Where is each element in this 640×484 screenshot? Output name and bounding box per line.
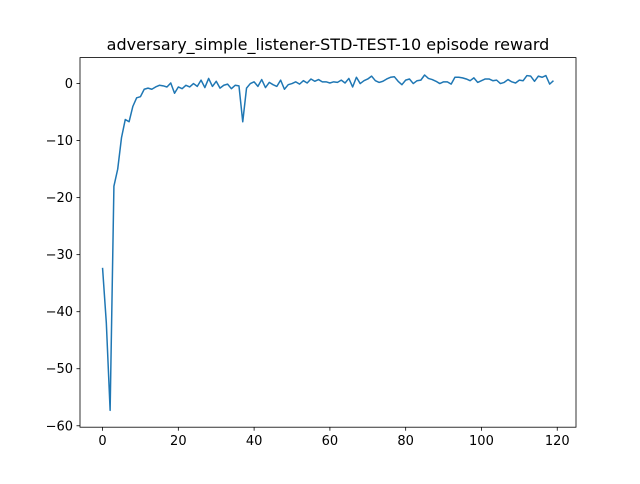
- x-tick-label: 0: [98, 434, 106, 449]
- plot-frame: [79, 57, 577, 428]
- y-tick-label: −50: [46, 362, 73, 377]
- y-tick-label: −10: [46, 134, 73, 149]
- chart-title: adversary_simple_listener-STD-TEST-10 ep…: [107, 35, 550, 55]
- x-tick-label: 100: [469, 434, 494, 449]
- data-line: [101, 74, 554, 412]
- x-tick-label: 60: [322, 434, 339, 449]
- y-tick-label: −60: [46, 419, 73, 434]
- y-tick-label: −20: [46, 191, 73, 206]
- x-tick-label: 80: [397, 434, 414, 449]
- y-tick-label: 0: [65, 77, 73, 92]
- y-tick-label: −30: [46, 248, 73, 263]
- x-tick-label: 120: [545, 434, 570, 449]
- x-tick-label: 40: [246, 434, 263, 449]
- x-tick-label: 20: [170, 434, 187, 449]
- y-tick-label: −40: [46, 305, 73, 320]
